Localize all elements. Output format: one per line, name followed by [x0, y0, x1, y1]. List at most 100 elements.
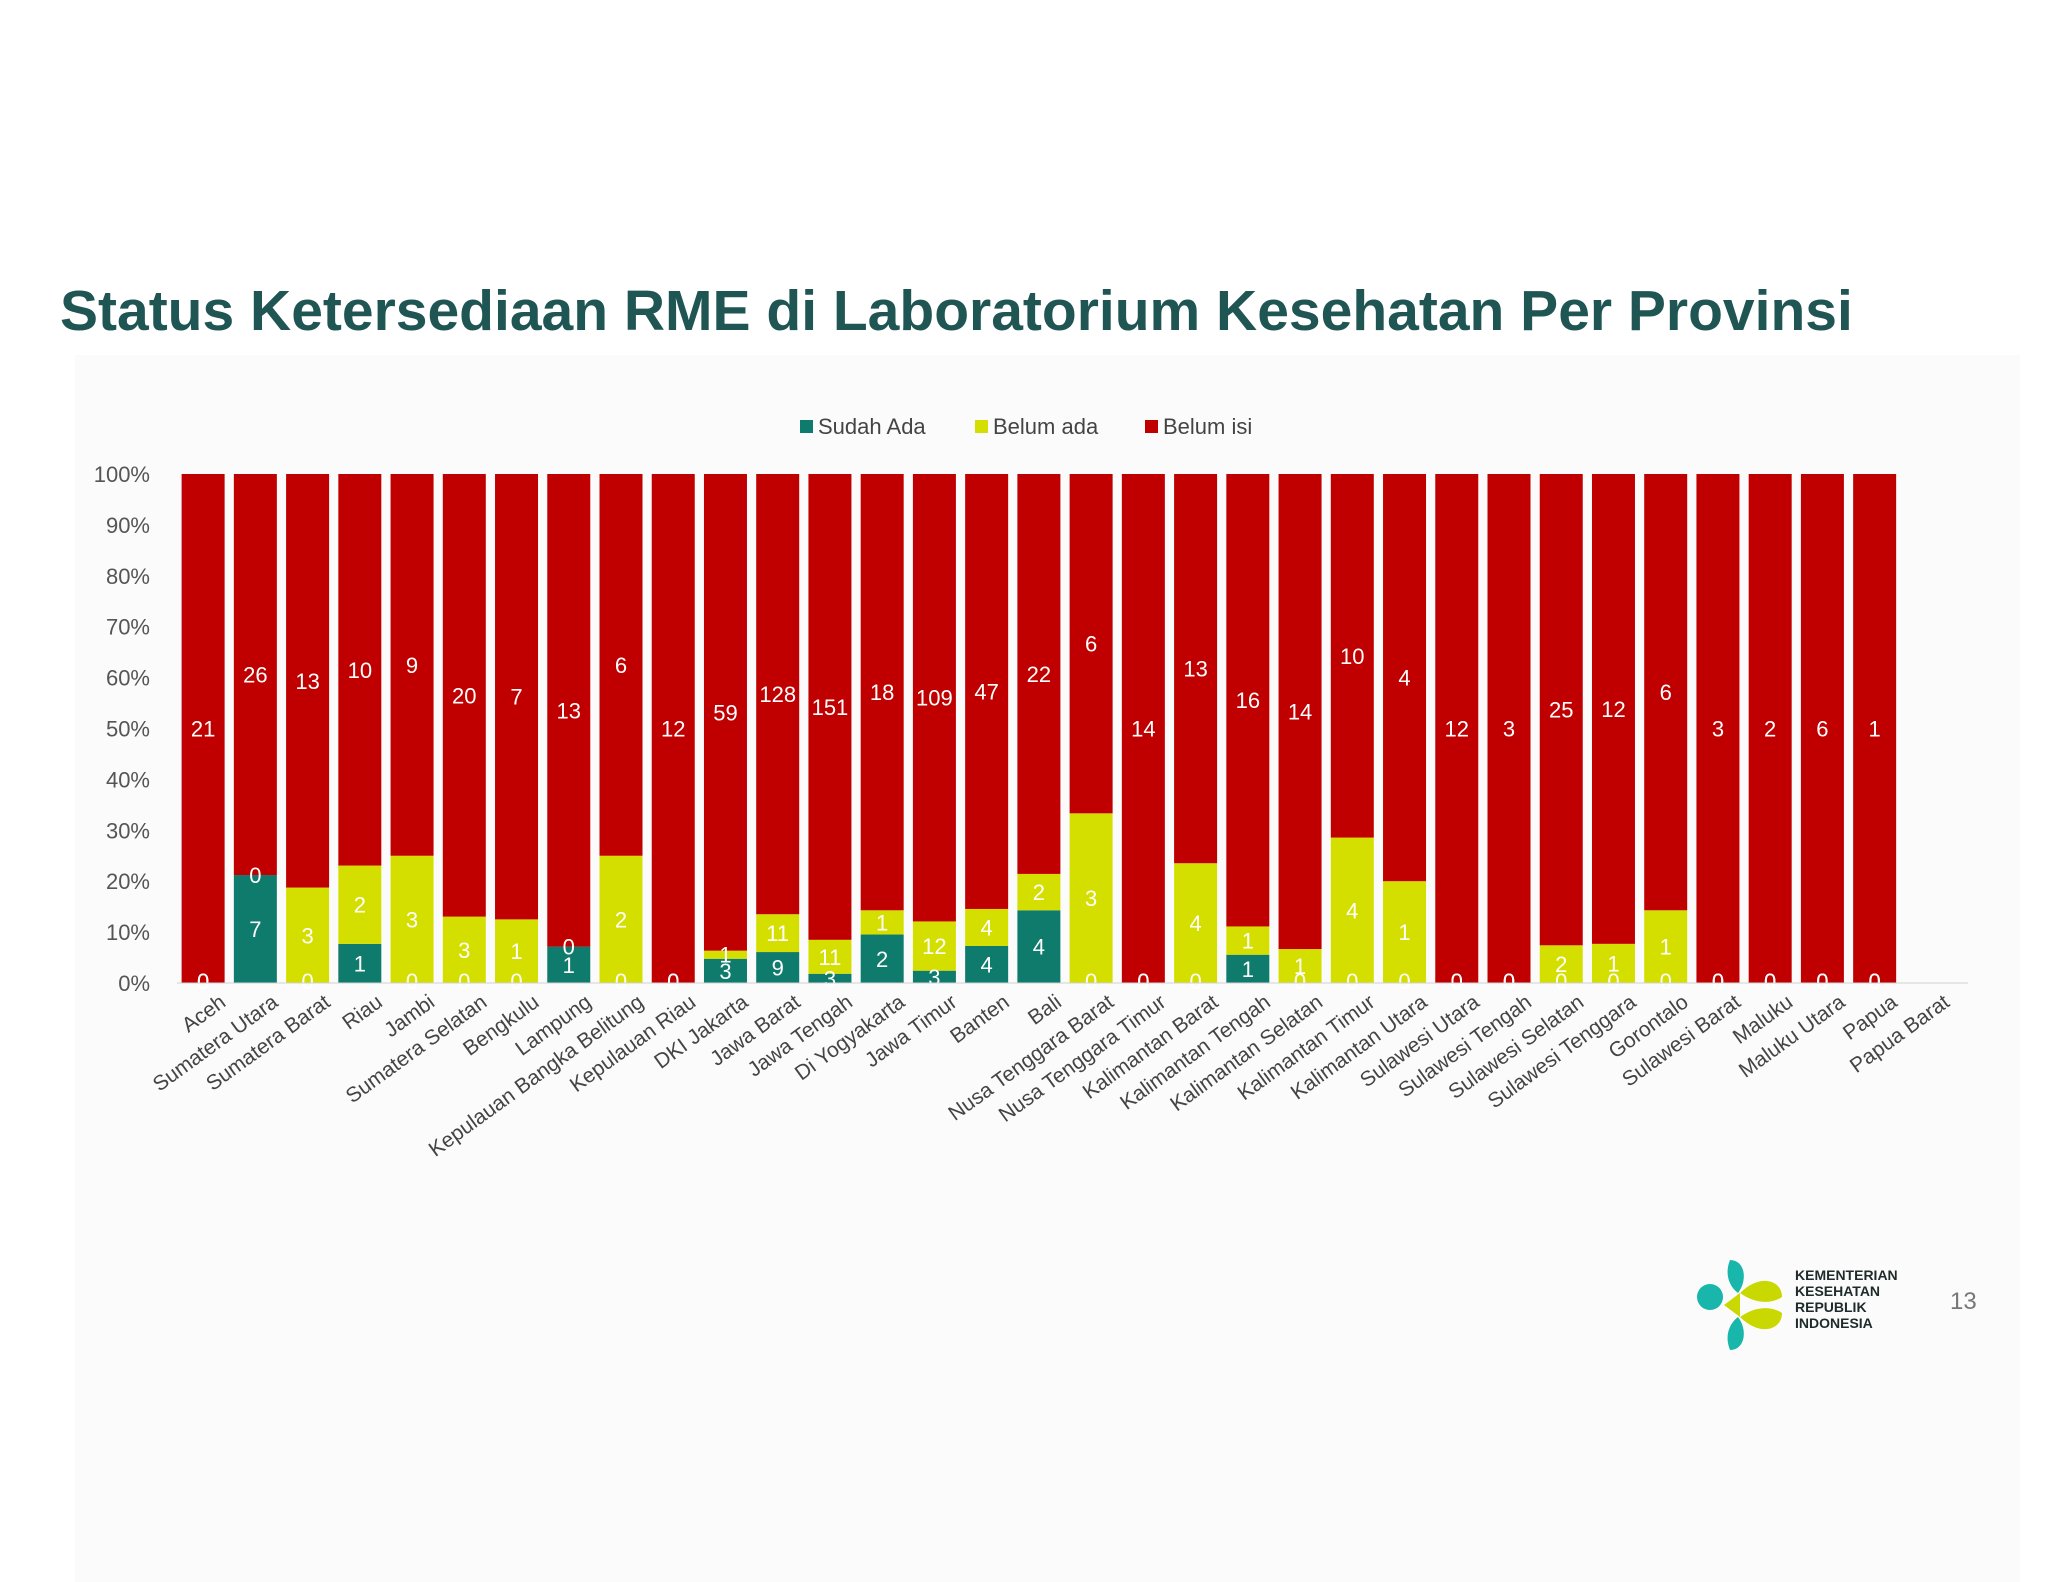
x-tick-label: Riau: [338, 990, 386, 1034]
x-tick-label: Banten: [946, 990, 1013, 1048]
bar-segment: [1591, 943, 1635, 983]
data-label: 0: [667, 969, 679, 994]
data-label: 3: [1712, 717, 1724, 742]
page-title: Status Ketersediaan RME di Laboratorium …: [60, 279, 1853, 343]
data-label: 18: [870, 680, 894, 705]
data-label: 47: [974, 679, 998, 704]
chart-bars: 0021702603131210039032001710130260012315…: [181, 474, 1897, 994]
y-tick-label: 20%: [106, 869, 150, 894]
bar-segment: [338, 943, 382, 983]
data-label: 0: [510, 969, 522, 994]
data-label: 2: [1764, 717, 1776, 742]
bar-segment: [338, 865, 382, 944]
y-tick-label: 10%: [106, 920, 150, 945]
legend-swatch: [1145, 420, 1158, 433]
bar-segment: [390, 474, 434, 856]
bar-segment: [181, 474, 225, 983]
bar-segment: [1330, 474, 1374, 838]
data-label: 0: [1712, 969, 1724, 994]
bar-segment: [390, 855, 434, 983]
data-label: 1: [1294, 954, 1306, 979]
data-label: 0: [615, 969, 627, 994]
data-label: 12: [922, 934, 946, 959]
data-label: 10: [348, 658, 372, 683]
data-label: 2: [615, 907, 627, 932]
y-tick-label: 60%: [106, 666, 150, 691]
data-label: 0: [1294, 969, 1306, 994]
bar-segment: [338, 474, 382, 866]
bar-segment: [1539, 945, 1583, 983]
bar-segment: [1226, 926, 1270, 955]
data-label: 0: [249, 863, 261, 888]
data-label: 3: [719, 959, 731, 984]
data-label: 1: [719, 943, 731, 968]
bar-segment: [599, 474, 643, 856]
data-label: 14: [1131, 717, 1155, 742]
data-label: 3: [1085, 886, 1097, 911]
data-label: 11: [766, 921, 789, 946]
data-label: 4: [981, 915, 993, 940]
data-label: 14: [1288, 700, 1312, 725]
bar-segment: [912, 474, 956, 922]
data-label: 0: [1137, 969, 1149, 994]
bar-segment: [1226, 954, 1270, 983]
data-label: 0: [1660, 969, 1672, 994]
bar-segment: [599, 855, 643, 983]
bar-segment: [703, 474, 747, 951]
bar-segment: [808, 474, 852, 940]
data-label: 3: [928, 965, 940, 990]
data-label: 16: [1236, 688, 1260, 713]
data-label: 25: [1549, 698, 1573, 723]
data-label: 21: [191, 717, 215, 742]
bar-segment: [808, 973, 852, 983]
y-tick-label: 90%: [106, 513, 150, 538]
data-label: 0: [1137, 969, 1149, 994]
data-label: 12: [1601, 697, 1625, 722]
y-tick-label: 100%: [94, 462, 150, 487]
data-label: 0: [1503, 969, 1515, 994]
bar-segment: [1017, 474, 1061, 874]
bar-segment: [1278, 949, 1322, 983]
data-label: 6: [1085, 632, 1097, 657]
y-tick-label: 70%: [106, 615, 150, 640]
bar-segment: [756, 952, 800, 983]
data-label: 2: [1033, 880, 1045, 905]
data-label: 0: [1451, 969, 1463, 994]
bar-segment: [1069, 474, 1113, 814]
data-label: 13: [295, 669, 319, 694]
data-label: 4: [1033, 935, 1045, 960]
bar-segment: [860, 474, 904, 911]
data-label: 109: [916, 686, 953, 711]
data-label: 1: [1242, 957, 1254, 982]
data-label: 0: [563, 935, 575, 960]
bar-segment: [965, 945, 1009, 983]
data-label: 0: [301, 969, 313, 994]
bar-segment: [442, 474, 486, 917]
page-number: 13: [1950, 1288, 1977, 1315]
legend-swatch: [800, 420, 813, 433]
bar-segment: [547, 946, 591, 983]
y-tick-label: 50%: [106, 717, 150, 742]
bar-segment: [860, 910, 904, 935]
data-label: 3: [406, 907, 418, 932]
bar-segment: [1174, 474, 1218, 864]
bar-segment: [1226, 474, 1270, 927]
y-tick-label: 30%: [106, 818, 150, 843]
data-label: 0: [458, 969, 470, 994]
data-label: 6: [615, 653, 627, 678]
data-label: 6: [1660, 680, 1672, 705]
bar-segment: [1591, 474, 1635, 944]
bar-segment: [286, 474, 330, 888]
data-label: 1: [876, 910, 888, 935]
data-label: 2: [354, 893, 366, 918]
y-tick-label: 40%: [106, 767, 150, 792]
data-label: 22: [1027, 662, 1051, 687]
bar-segment: [1435, 474, 1479, 983]
bar-segment: [1487, 474, 1531, 983]
bar-segment: [703, 958, 747, 983]
bar-segment: [912, 921, 956, 971]
data-label: 6: [1816, 717, 1828, 742]
data-label: 0: [1398, 969, 1410, 994]
data-label: 4: [1346, 898, 1358, 923]
data-label: 4: [1398, 666, 1410, 691]
